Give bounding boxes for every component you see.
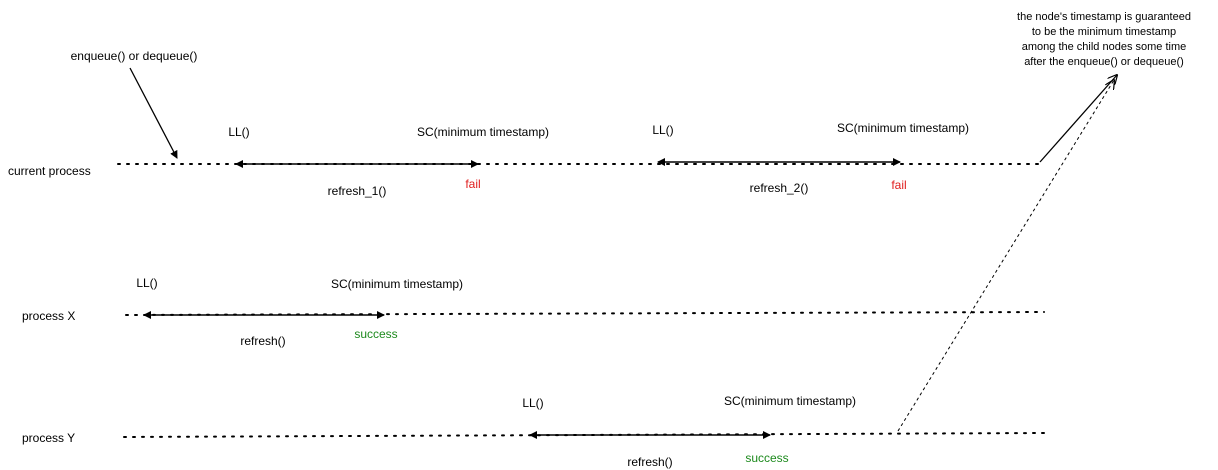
refresh-1-name-label: refresh_1() — [328, 184, 387, 198]
note-line-4: after the enqueue() or dequeue() — [1024, 56, 1184, 68]
note-line-2: to be the minimum timestamp — [1032, 26, 1176, 38]
process-label-x: process X — [22, 309, 75, 323]
refresh-2-sc-label: SC(minimum timestamp) — [837, 121, 969, 135]
y-sc-label: SC(minimum timestamp) — [724, 394, 856, 408]
x-refresh-name-label: refresh() — [240, 334, 285, 348]
refresh-2-ll-label: LL() — [652, 123, 673, 137]
current-to-note-arrow — [1039, 75, 1117, 163]
refresh-1-ll-label: LL() — [228, 125, 249, 139]
y-ll-label: LL() — [522, 396, 543, 410]
x-ll-label: LL() — [136, 276, 157, 290]
x-result-label: success — [354, 327, 397, 341]
refresh-1-result-label: fail — [465, 177, 480, 191]
process-label-current: current process — [8, 164, 91, 178]
refresh-2-name-label: refresh_2() — [750, 181, 809, 195]
y-to-note-dashed-arrow — [897, 80, 1114, 432]
refresh-2-result-label: fail — [891, 178, 906, 192]
x-sc-label: SC(minimum timestamp) — [331, 277, 463, 291]
trigger-label: enqueue() or dequeue() — [71, 49, 198, 63]
y-result-label: success — [745, 451, 788, 465]
trigger-arrow — [129, 67, 178, 159]
y-refresh-name-label: refresh() — [627, 455, 672, 469]
process-label-y: process Y — [22, 431, 75, 445]
note-line-3: among the child nodes some time — [1022, 41, 1186, 53]
note-line-1: the node's timestamp is guaranteed — [1017, 11, 1191, 23]
refresh-1-sc-label: SC(minimum timestamp) — [417, 125, 549, 139]
